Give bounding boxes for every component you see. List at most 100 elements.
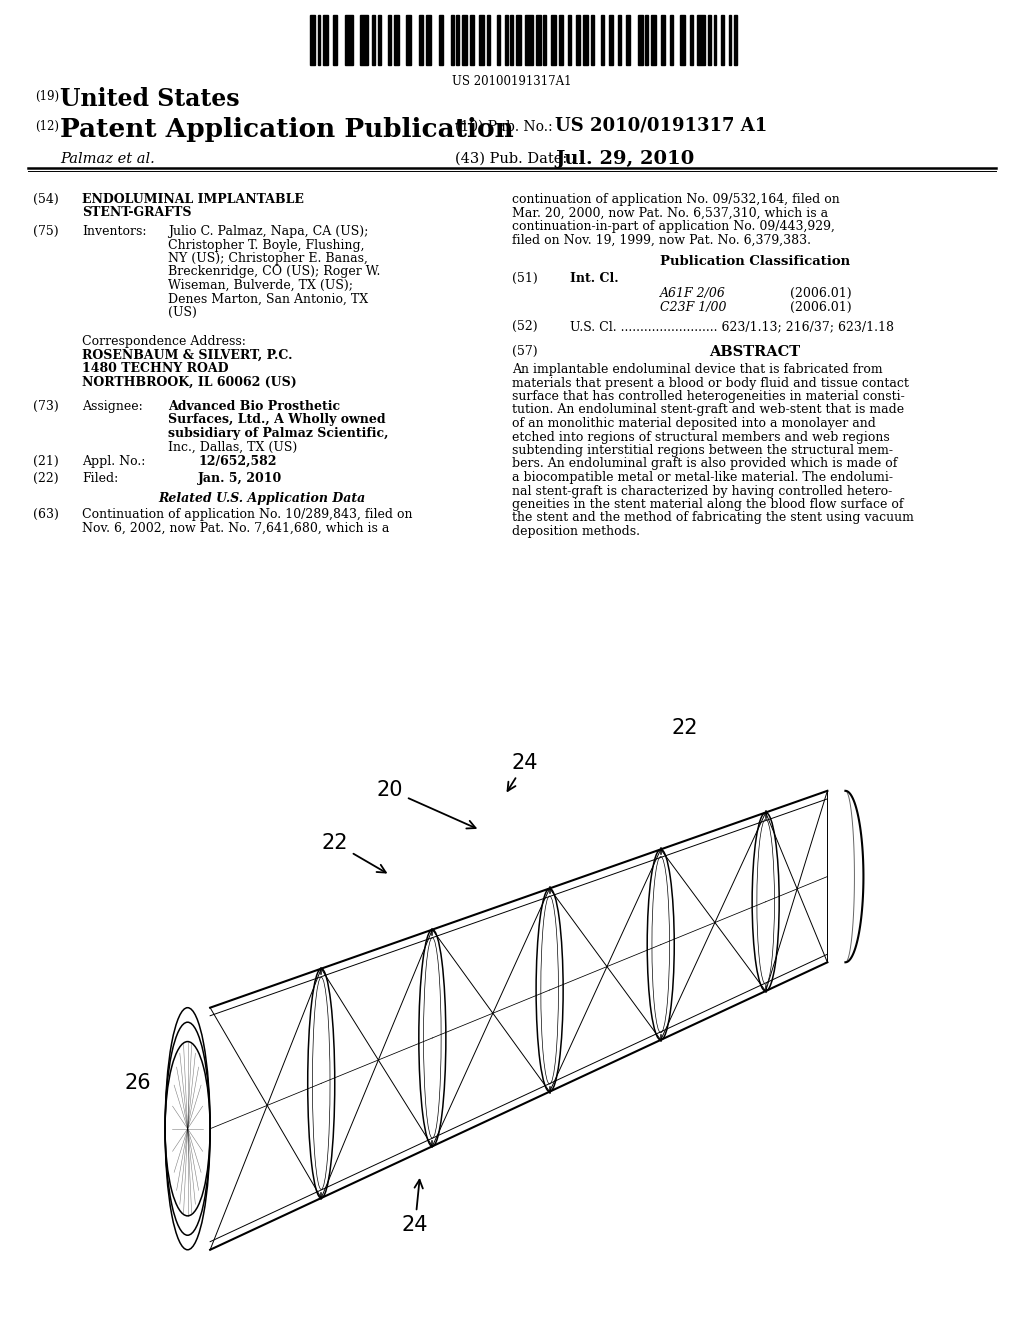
Bar bbox=[486, 15, 489, 65]
Text: United States: United States bbox=[60, 87, 240, 111]
Bar bbox=[681, 15, 685, 65]
Text: US 20100191317A1: US 20100191317A1 bbox=[453, 75, 571, 88]
Text: NORTHBROOK, IL 60062 (US): NORTHBROOK, IL 60062 (US) bbox=[82, 375, 297, 388]
Bar bbox=[638, 15, 643, 65]
Text: 24: 24 bbox=[508, 752, 539, 791]
Text: surface that has controlled heterogeneities in material consti-: surface that has controlled heterogeneit… bbox=[512, 389, 905, 403]
Text: the stent and the method of fabricating the stent using vacuum: the stent and the method of fabricating … bbox=[512, 511, 913, 524]
Text: tution. An endoluminal stent-graft and web-stent that is made: tution. An endoluminal stent-graft and w… bbox=[512, 404, 904, 417]
Bar bbox=[333, 15, 337, 65]
Text: Continuation of application No. 10/289,843, filed on: Continuation of application No. 10/289,8… bbox=[82, 508, 413, 521]
Bar bbox=[601, 15, 604, 65]
Text: A61F 2/06: A61F 2/06 bbox=[660, 286, 726, 300]
Text: 20: 20 bbox=[377, 780, 475, 829]
Text: Assignee:: Assignee: bbox=[82, 400, 142, 413]
Bar bbox=[525, 15, 534, 65]
Text: Breckenridge, CO (US); Roger W.: Breckenridge, CO (US); Roger W. bbox=[168, 265, 380, 279]
Bar bbox=[568, 15, 570, 65]
Bar bbox=[310, 15, 314, 65]
Text: (75): (75) bbox=[33, 224, 58, 238]
Text: STENT-GRAFTS: STENT-GRAFTS bbox=[82, 206, 191, 219]
Bar bbox=[583, 15, 588, 65]
Text: 22: 22 bbox=[322, 833, 386, 873]
Bar bbox=[516, 15, 521, 65]
Text: (US): (US) bbox=[168, 306, 197, 319]
Text: (43) Pub. Date:: (43) Pub. Date: bbox=[455, 152, 567, 166]
Bar bbox=[462, 15, 467, 65]
Text: 26: 26 bbox=[125, 1073, 152, 1093]
Bar bbox=[697, 15, 706, 65]
Text: Jul. 29, 2010: Jul. 29, 2010 bbox=[555, 150, 694, 168]
Bar bbox=[419, 15, 423, 65]
Text: Publication Classification: Publication Classification bbox=[659, 255, 850, 268]
Text: Inc., Dallas, TX (US): Inc., Dallas, TX (US) bbox=[168, 441, 297, 454]
Text: Julio C. Palmaz, Napa, CA (US);: Julio C. Palmaz, Napa, CA (US); bbox=[168, 224, 369, 238]
Bar bbox=[734, 15, 737, 65]
Text: continuation of application No. 09/532,164, filed on: continuation of application No. 09/532,1… bbox=[512, 193, 840, 206]
Text: Advanced Bio Prosthetic: Advanced Bio Prosthetic bbox=[168, 400, 340, 413]
Text: (73): (73) bbox=[33, 400, 58, 413]
Text: Wiseman, Bulverde, TX (US);: Wiseman, Bulverde, TX (US); bbox=[168, 279, 353, 292]
Text: 24: 24 bbox=[401, 1180, 428, 1236]
Bar bbox=[317, 15, 321, 65]
Text: subsidiary of Palmaz Scientific,: subsidiary of Palmaz Scientific, bbox=[168, 426, 388, 440]
Bar bbox=[721, 15, 724, 65]
Text: US 2010/0191317 A1: US 2010/0191317 A1 bbox=[555, 117, 767, 135]
Bar bbox=[470, 15, 474, 65]
Bar bbox=[426, 15, 431, 65]
Text: (12): (12) bbox=[35, 120, 59, 133]
Bar bbox=[324, 15, 328, 65]
Text: 1480 TECHNY ROAD: 1480 TECHNY ROAD bbox=[82, 362, 228, 375]
Text: (2006.01): (2006.01) bbox=[790, 301, 852, 314]
Text: Correspondence Address:: Correspondence Address: bbox=[82, 335, 246, 348]
Bar bbox=[451, 15, 454, 65]
Text: nal stent-graft is characterized by having controlled hetero-: nal stent-graft is characterized by havi… bbox=[512, 484, 892, 498]
Text: Patent Application Publication: Patent Application Publication bbox=[60, 117, 514, 143]
Text: Surfaces, Ltd., A Wholly owned: Surfaces, Ltd., A Wholly owned bbox=[168, 413, 386, 426]
Text: a biocompatible metal or metal-like material. The endolumi-: a biocompatible metal or metal-like mate… bbox=[512, 471, 893, 484]
Text: deposition methods.: deposition methods. bbox=[512, 525, 640, 539]
Text: Palmaz et al.: Palmaz et al. bbox=[60, 152, 155, 166]
Text: Mar. 20, 2000, now Pat. No. 6,537,310, which is a: Mar. 20, 2000, now Pat. No. 6,537,310, w… bbox=[512, 206, 828, 219]
Text: Denes Marton, San Antonio, TX: Denes Marton, San Antonio, TX bbox=[168, 293, 368, 305]
Bar bbox=[575, 15, 581, 65]
Text: (2006.01): (2006.01) bbox=[790, 286, 852, 300]
Bar bbox=[505, 15, 508, 65]
Text: filed on Nov. 19, 1999, now Pat. No. 6,379,383.: filed on Nov. 19, 1999, now Pat. No. 6,3… bbox=[512, 234, 811, 247]
Bar bbox=[373, 15, 375, 65]
Text: (21): (21) bbox=[33, 455, 58, 469]
Text: etched into regions of structural members and web regions: etched into regions of structural member… bbox=[512, 430, 890, 444]
Text: NY (US); Christopher E. Banas,: NY (US); Christopher E. Banas, bbox=[168, 252, 368, 265]
Bar bbox=[360, 15, 368, 65]
Text: C23F 1/00: C23F 1/00 bbox=[660, 301, 726, 314]
Bar bbox=[457, 15, 460, 65]
Bar bbox=[729, 15, 731, 65]
Bar bbox=[388, 15, 391, 65]
Text: ABSTRACT: ABSTRACT bbox=[710, 345, 801, 359]
Text: ENDOLUMINAL IMPLANTABLE: ENDOLUMINAL IMPLANTABLE bbox=[82, 193, 304, 206]
Bar bbox=[714, 15, 717, 65]
Text: (10) Pub. No.:: (10) Pub. No.: bbox=[455, 120, 553, 135]
Bar bbox=[345, 15, 352, 65]
Bar bbox=[378, 15, 381, 65]
Bar bbox=[660, 15, 666, 65]
Text: 22: 22 bbox=[672, 718, 698, 738]
Bar bbox=[558, 15, 563, 65]
Bar bbox=[690, 15, 693, 65]
Text: 12/652,582: 12/652,582 bbox=[198, 455, 276, 469]
Text: bers. An endoluminal graft is also provided which is made of: bers. An endoluminal graft is also provi… bbox=[512, 458, 897, 470]
Text: Nov. 6, 2002, now Pat. No. 7,641,680, which is a: Nov. 6, 2002, now Pat. No. 7,641,680, wh… bbox=[82, 521, 389, 535]
Bar bbox=[394, 15, 398, 65]
Text: of an monolithic material deposited into a monolayer and: of an monolithic material deposited into… bbox=[512, 417, 876, 430]
Bar bbox=[626, 15, 631, 65]
Text: Inventors:: Inventors: bbox=[82, 224, 146, 238]
Bar bbox=[407, 15, 411, 65]
Text: subtending interstitial regions between the structural mem-: subtending interstitial regions between … bbox=[512, 444, 893, 457]
Text: Appl. No.:: Appl. No.: bbox=[82, 455, 145, 469]
Text: (57): (57) bbox=[512, 345, 538, 358]
Bar bbox=[479, 15, 484, 65]
Text: Christopher T. Boyle, Flushing,: Christopher T. Boyle, Flushing, bbox=[168, 239, 365, 252]
Text: geneities in the stent material along the blood flow surface of: geneities in the stent material along th… bbox=[512, 498, 903, 511]
Text: (52): (52) bbox=[512, 319, 538, 333]
Bar bbox=[645, 15, 648, 65]
